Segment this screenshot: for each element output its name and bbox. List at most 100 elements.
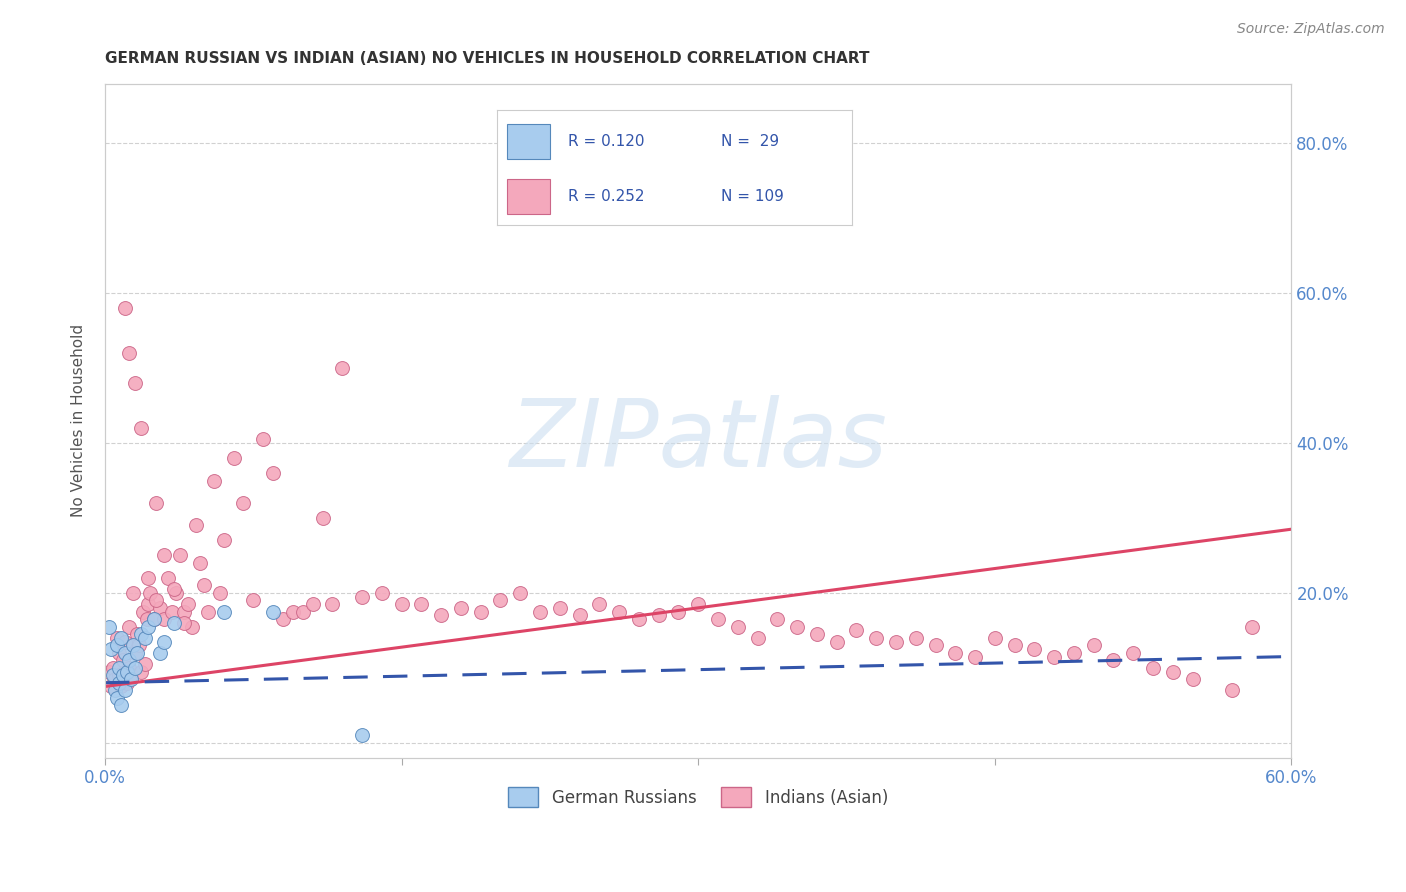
Point — [330, 361, 353, 376]
Point — [114, 301, 136, 316]
Text: GERMAN RUSSIAN VS INDIAN (ASIAN) NO VEHICLES IN HOUSEHOLD CORRELATION CHART: GERMAN RUSSIAN VS INDIAN (ASIAN) NO VEHI… — [105, 51, 869, 66]
Point — [134, 657, 156, 671]
Point — [1181, 672, 1204, 686]
Point — [321, 597, 343, 611]
Point — [110, 698, 132, 713]
Point — [111, 653, 134, 667]
Point — [184, 518, 207, 533]
Point — [1220, 683, 1243, 698]
Point — [108, 675, 131, 690]
Text: Source: ZipAtlas.com: Source: ZipAtlas.com — [1237, 22, 1385, 37]
Point — [509, 586, 531, 600]
Point — [105, 631, 128, 645]
Point — [647, 608, 669, 623]
Point — [212, 533, 235, 548]
Point — [135, 612, 157, 626]
Text: ZIPatlas: ZIPatlas — [509, 395, 887, 486]
Point — [707, 612, 730, 626]
Point — [101, 661, 124, 675]
Point — [311, 511, 333, 525]
Point — [262, 605, 284, 619]
Point — [138, 597, 160, 611]
Point — [153, 634, 176, 648]
Point — [301, 597, 323, 611]
Point — [766, 612, 789, 626]
Point — [984, 631, 1007, 645]
Point — [470, 605, 492, 619]
Point — [252, 432, 274, 446]
Point — [450, 600, 472, 615]
Point — [177, 597, 200, 611]
Legend: German Russians, Indians (Asian): German Russians, Indians (Asian) — [502, 780, 894, 814]
Point — [588, 597, 610, 611]
Point — [145, 496, 167, 510]
Point — [129, 421, 152, 435]
Point — [865, 631, 887, 645]
Point — [688, 597, 710, 611]
Point — [1161, 665, 1184, 679]
Point — [262, 466, 284, 480]
Point — [529, 605, 551, 619]
Point — [965, 649, 987, 664]
Point — [101, 668, 124, 682]
Point — [131, 605, 153, 619]
Point — [607, 605, 630, 619]
Point — [727, 619, 749, 633]
Point — [1142, 661, 1164, 675]
Point — [143, 612, 166, 626]
Point — [352, 728, 374, 742]
Point — [548, 600, 571, 615]
Point — [121, 638, 143, 652]
Point — [100, 642, 122, 657]
Point — [163, 615, 186, 630]
Point — [242, 593, 264, 607]
Point — [115, 675, 138, 690]
Point — [747, 631, 769, 645]
Point — [165, 586, 187, 600]
Point — [115, 665, 138, 679]
Point — [281, 605, 304, 619]
Y-axis label: No Vehicles in Household: No Vehicles in Household — [72, 324, 86, 517]
Point — [149, 600, 172, 615]
Point — [138, 571, 160, 585]
Point — [1102, 653, 1125, 667]
Point — [97, 665, 120, 679]
Point — [129, 627, 152, 641]
Point — [120, 668, 142, 682]
Point — [202, 474, 225, 488]
Point — [118, 653, 141, 667]
Point — [668, 605, 690, 619]
Point — [924, 638, 946, 652]
Point — [1122, 646, 1144, 660]
Point — [291, 605, 314, 619]
Point — [111, 668, 134, 682]
Point — [188, 556, 211, 570]
Point — [825, 634, 848, 648]
Point — [110, 680, 132, 694]
Point — [105, 690, 128, 705]
Point — [1024, 642, 1046, 657]
Point — [208, 586, 231, 600]
Point — [124, 646, 146, 660]
Point — [1240, 619, 1263, 633]
Point — [124, 661, 146, 675]
Point — [160, 605, 183, 619]
Point — [108, 668, 131, 682]
Point — [181, 619, 204, 633]
Point — [1083, 638, 1105, 652]
Point — [489, 593, 512, 607]
Point — [232, 496, 254, 510]
Point — [1004, 638, 1026, 652]
Point — [197, 605, 219, 619]
Point — [145, 593, 167, 607]
Point — [105, 638, 128, 652]
Point — [121, 586, 143, 600]
Point — [114, 646, 136, 660]
Point — [138, 619, 160, 633]
Point — [222, 450, 245, 465]
Point — [104, 672, 127, 686]
Point — [108, 646, 131, 660]
Point — [104, 683, 127, 698]
Point — [153, 612, 176, 626]
Point — [806, 627, 828, 641]
